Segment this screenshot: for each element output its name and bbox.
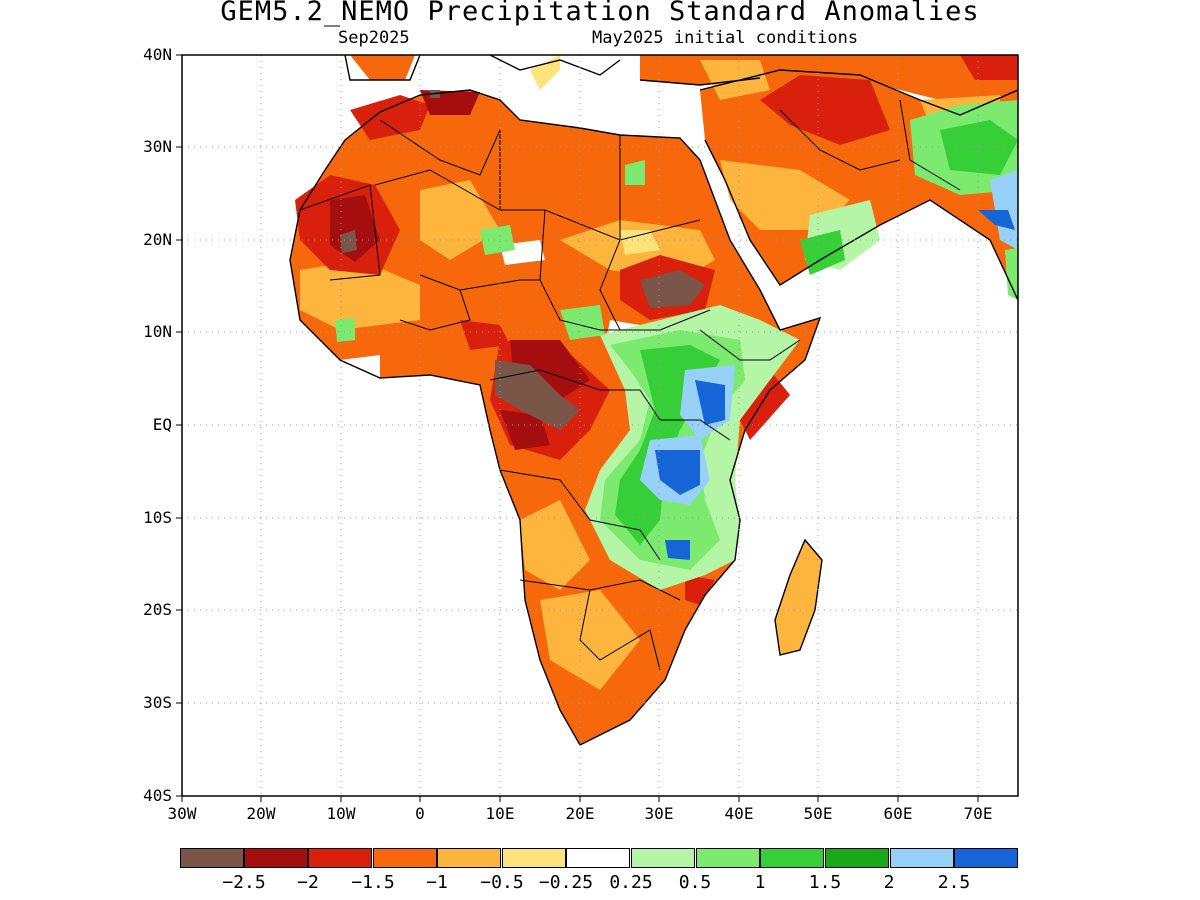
colorbar-swatch [631,848,695,868]
patch [700,60,770,100]
colorbar-label: −1 [426,872,448,893]
colorbar-swatch [890,848,954,868]
lat-label: 20S [143,600,172,619]
initial-conditions: May2025 initial conditions [592,28,859,48]
colorbar-label: −0.5 [480,872,524,893]
patch [978,210,1015,230]
patch [655,450,700,495]
colorbar-label: 0.5 [678,872,712,893]
axis-ticks [176,54,979,802]
lon-label: 0 [415,804,425,823]
patch [300,260,420,330]
colorbar-swatch [373,848,437,868]
colorbar-swatch [244,848,308,868]
colorbar-label: 2 [883,872,895,893]
patch [695,380,725,425]
lon-label: 30E [644,804,674,823]
colorbar-swatch [566,848,630,868]
map-frame [181,54,1019,797]
colorbar-swatch [760,848,824,868]
colorbar-swatch [696,848,760,868]
coastlines [289,55,1018,746]
colorbar-label: 1.5 [808,872,842,893]
colorbar-swatch [502,848,566,868]
lon-label: 40E [724,804,754,823]
lon-label: 20W [246,804,276,823]
lat-label: 40N [143,45,172,64]
patch [530,55,560,90]
lat-label: 10S [143,508,172,527]
graticule [182,55,1018,796]
patch [520,500,590,590]
patch [500,410,550,450]
lon-label: 10E [485,804,515,823]
colorbar-label: −1.5 [351,872,395,893]
lat-label: EQ [152,415,172,434]
lon-label: 70E [963,804,993,823]
colorbar-label: −2.5 [222,872,266,893]
iberia-anomaly [350,55,415,80]
colorbar-swatch [954,848,1018,868]
colorbar-label: 2.5 [937,872,971,893]
lat-label: 20N [143,230,172,249]
patch [1005,248,1018,300]
colorbar-swatch [825,848,889,868]
patch [940,120,1018,175]
lon-label: 60E [883,804,913,823]
patch [620,230,660,255]
lat-label: 30S [143,693,172,712]
lon-label: 20E [565,804,595,823]
patch [625,160,645,185]
lon-label: 30W [167,804,197,823]
patch [960,55,1018,80]
patch [800,230,845,275]
madagascar-anomaly [775,540,822,655]
patch [760,75,890,145]
lat-label: 10N [143,322,172,341]
colorbar-swatch [437,848,501,868]
colorbar-swatch [180,848,244,868]
patch [665,540,690,560]
patch [495,360,580,430]
colorbar-swatch [308,848,372,868]
lat-label: 30N [143,137,172,156]
colorbar-label: −0.25 [538,872,594,893]
colorbar-label: 0.25 [609,872,653,893]
patch [335,318,355,342]
colorbar-label: −2 [297,872,319,893]
patch [340,230,357,253]
patch [350,95,430,140]
patch [540,590,640,690]
chart-title: GEM5.2_NEMO Precipitation Standard Anoma… [220,0,980,27]
anomaly-field [290,55,1018,745]
lat-label: 40S [143,786,172,805]
patch [560,305,605,340]
patch [685,575,715,605]
lon-label: 10W [326,804,356,823]
patch [480,225,515,255]
forecast-month: Sep2025 [338,28,410,48]
patch [340,355,380,378]
patch [460,320,510,350]
patch [640,270,705,308]
lon-label: 50E [803,804,833,823]
patch [720,160,850,230]
colorbar-label: 1 [754,872,766,893]
